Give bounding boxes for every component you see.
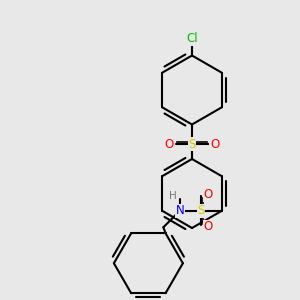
Text: S: S <box>197 204 205 217</box>
Text: O: O <box>165 137 174 151</box>
Text: N: N <box>176 204 184 217</box>
Text: S: S <box>188 137 196 151</box>
Text: Cl: Cl <box>186 32 198 46</box>
Text: H: H <box>169 191 177 201</box>
Text: O: O <box>204 220 213 233</box>
Text: O: O <box>210 137 219 151</box>
Text: O: O <box>204 188 213 201</box>
